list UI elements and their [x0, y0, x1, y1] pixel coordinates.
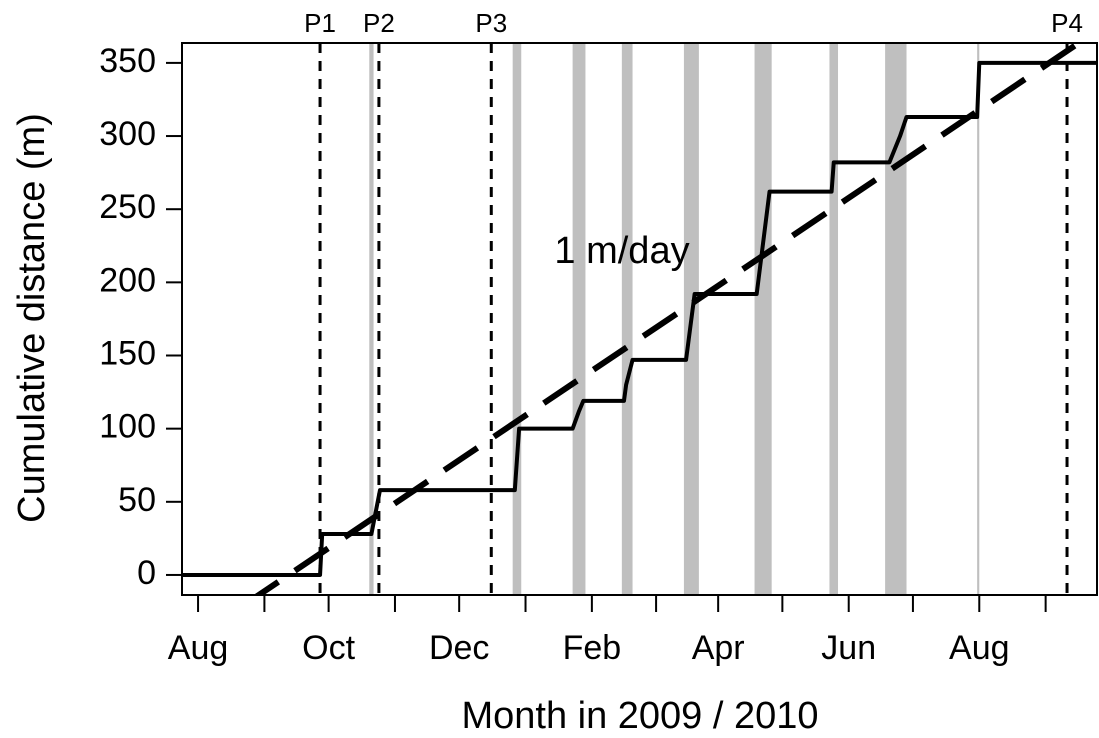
x-tick-label: Dec — [429, 629, 489, 667]
x-tick-label: Feb — [563, 629, 622, 667]
distance-line — [182, 60, 1097, 577]
bands-layer — [369, 43, 980, 595]
plot-layer: 0 50 100 150 200 250 300 350 Aug Oct Dec Feb Apr Jun A… — [99, 8, 1098, 667]
event-band — [885, 43, 907, 595]
event-band — [829, 43, 839, 595]
plot-frame — [181, 42, 1098, 596]
period-label: P2 — [363, 8, 395, 38]
y-tick-label: 250 — [99, 188, 156, 226]
y-tick-label: 0 — [137, 554, 156, 592]
trend-line — [253, 43, 1085, 595]
y-axis-title: Cumulative distance (m) — [11, 113, 53, 523]
event-band — [512, 43, 522, 595]
x-tick-label: Aug — [168, 629, 229, 667]
y-tick-label: 100 — [99, 408, 156, 446]
event-band — [977, 43, 980, 595]
period-label: P1 — [304, 8, 336, 38]
y-tick-label: 150 — [99, 334, 156, 372]
period-label: P4 — [1051, 8, 1083, 38]
period-label: P3 — [475, 8, 507, 38]
y-tick-label: 300 — [99, 115, 156, 153]
trend-label: 1 m/day — [554, 230, 689, 272]
event-band — [369, 43, 374, 595]
x-tick-label: Jun — [821, 629, 876, 667]
y-tick-label: 50 — [118, 481, 156, 519]
x-tick-label: Oct — [302, 629, 355, 667]
event-band — [572, 43, 586, 595]
event-band — [621, 43, 633, 595]
y-tick-label: 350 — [99, 42, 156, 80]
x-axis-title: Month in 2009 / 2010 — [461, 695, 818, 737]
y-tick-label: 200 — [99, 261, 156, 299]
event-band — [754, 43, 772, 595]
x-tick-label: Aug — [949, 629, 1010, 667]
x-tick-label: Apr — [692, 629, 745, 667]
